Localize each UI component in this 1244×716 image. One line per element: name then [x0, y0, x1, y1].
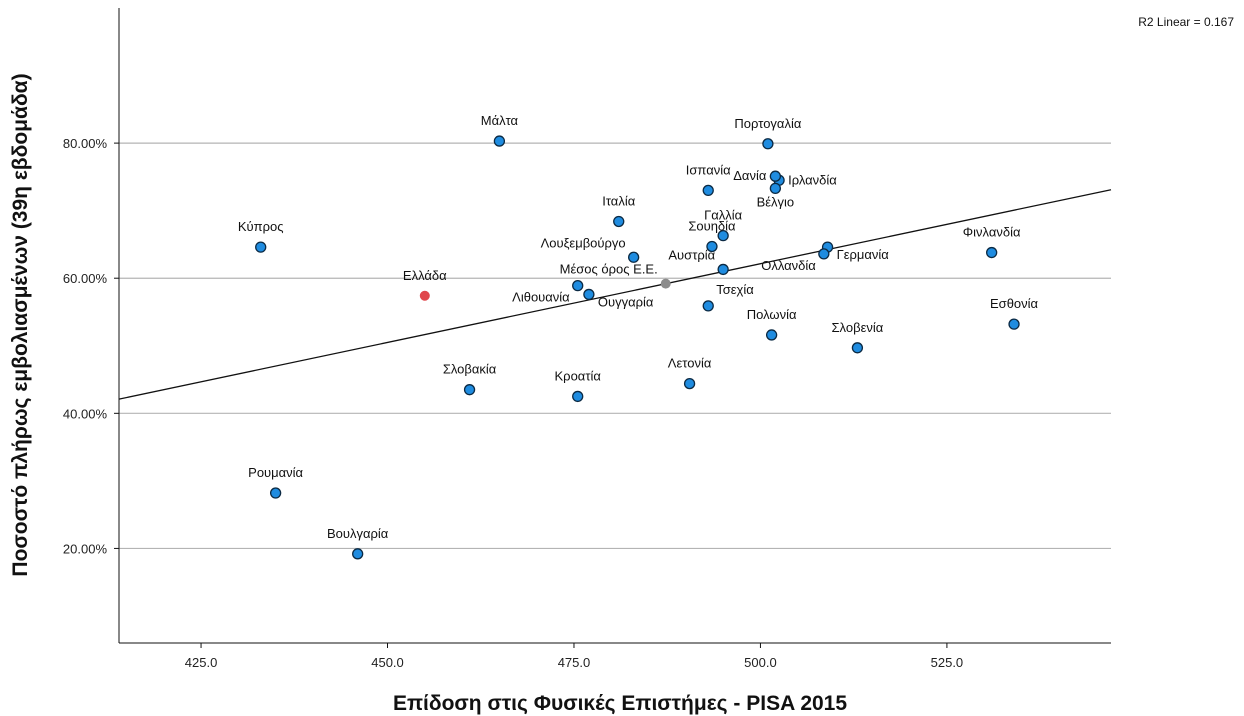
- data-point: [352, 548, 364, 560]
- y-tick-labels: 20.00% 40.00% 60.00% 80.00%: [63, 136, 119, 556]
- point-label: Σλοβενία: [832, 320, 884, 335]
- point-label: Βέλγιο: [757, 194, 795, 209]
- point-label: Μέσος όρος Ε.Ε.: [560, 262, 658, 277]
- x-axis-title: Επίδοση στις Φυσικές Επιστήμες - PISA 20…: [393, 692, 847, 715]
- x-tick-labels: 425.0 450.0 475.0 500.0 525.0: [185, 643, 963, 670]
- data-point: [818, 248, 830, 260]
- data-point: [706, 240, 718, 253]
- point-label: Γερμανία: [837, 247, 890, 262]
- point-label: Ρουμανία: [248, 465, 303, 480]
- data-point: [769, 182, 782, 195]
- point-label: Σλοβακία: [443, 362, 497, 377]
- fit-line: [118, 189, 1112, 400]
- data-point: [269, 487, 282, 499]
- point-label: Γαλλία: [704, 208, 743, 223]
- point-label: Εσθονία: [990, 296, 1039, 311]
- data-point: [702, 184, 714, 197]
- x-tick-label: 500.0: [744, 655, 777, 670]
- y-tick-label: 80.00%: [63, 136, 108, 151]
- x-tick-label: 475.0: [558, 655, 591, 670]
- data-point: [463, 384, 476, 396]
- y-axis-title: Ποσοστό πλήρως εμβολιασμένων (39η εβδομά…: [9, 73, 32, 576]
- data-point: [419, 290, 430, 301]
- data-point: [717, 263, 729, 276]
- data-point: [627, 251, 640, 263]
- data-point: [769, 170, 782, 182]
- point-label: Ιρλανδία: [788, 172, 837, 187]
- point-labels: Μάλτα Πορτογαλία Ισπανία Ιρλανδία Δανία Βέλγι…: [238, 113, 1039, 541]
- data-point: [572, 390, 584, 403]
- point-label: Μάλτα: [481, 113, 519, 128]
- data-point: [762, 138, 774, 150]
- point-label: Δανία: [733, 168, 767, 183]
- y-tick-label: 60.00%: [63, 271, 108, 286]
- point-label: Φινλανδία: [963, 225, 1021, 240]
- axes: [118, 8, 1111, 644]
- data-point: [851, 342, 864, 354]
- data-point: [986, 246, 998, 259]
- point-label: Ισπανία: [686, 162, 731, 177]
- point-label: Βουλγαρία: [327, 526, 389, 541]
- x-tick-label: 425.0: [185, 655, 218, 670]
- point-label: Σουηδία: [688, 218, 736, 233]
- point-label: Ιταλία: [602, 193, 635, 208]
- x-tick-label: 525.0: [931, 655, 964, 670]
- data-point: [583, 288, 595, 301]
- data-point: [717, 230, 729, 242]
- data-point: [660, 278, 671, 289]
- point-label: Κροατία: [555, 368, 602, 383]
- point-label: Λουξεμβούργο: [541, 235, 626, 250]
- point-label: Ουγγαρία: [598, 294, 654, 309]
- data-point: [493, 135, 506, 147]
- point-label: Κύπρος: [238, 219, 284, 234]
- point-label: Πολωνία: [747, 307, 797, 322]
- data-point: [765, 329, 778, 341]
- data-point: [683, 377, 696, 390]
- point-label: Αυστρία: [668, 247, 715, 262]
- data-point: [1008, 318, 1020, 330]
- point-label: Τσεχία: [716, 282, 754, 297]
- point-label: Λιθουανία: [512, 290, 570, 305]
- x-tick-label: 450.0: [371, 655, 404, 670]
- y-tick-label: 20.00%: [63, 541, 108, 556]
- data-point: [613, 215, 625, 228]
- data-point: [255, 241, 267, 253]
- point-label: Πορτογαλία: [734, 116, 801, 131]
- point-label: Ολλανδία: [761, 258, 816, 273]
- fit-line-layer: [118, 189, 1112, 400]
- gridlines: [119, 142, 1111, 550]
- data-points: [255, 135, 1020, 560]
- y-tick-label: 40.00%: [63, 406, 108, 421]
- point-label: Λετονία: [668, 356, 712, 371]
- point-label: Ελλάδα: [403, 268, 447, 283]
- r2-annotation: R2 Linear = 0.167: [1138, 15, 1234, 29]
- data-point: [572, 279, 584, 292]
- data-point: [702, 300, 714, 312]
